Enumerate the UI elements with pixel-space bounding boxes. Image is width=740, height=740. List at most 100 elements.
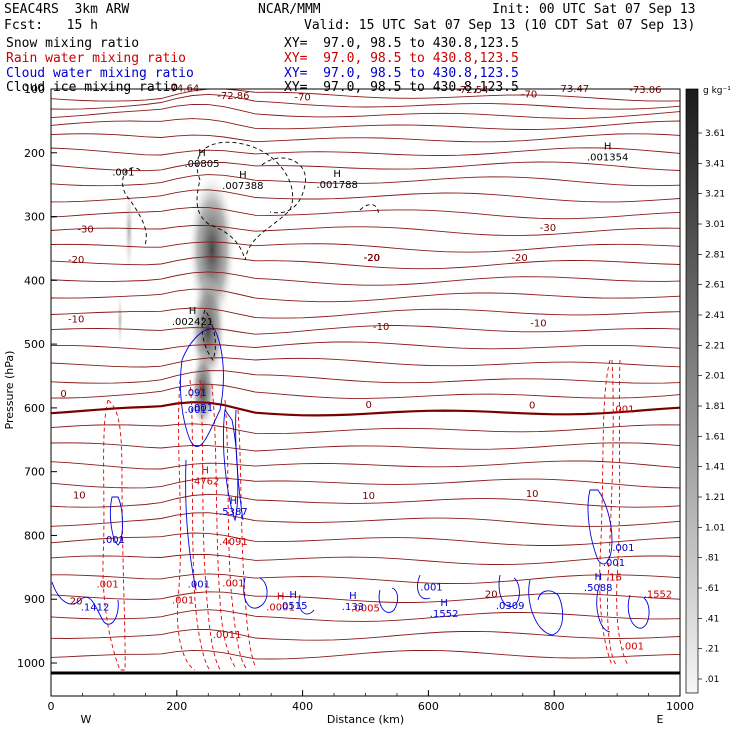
cloud-water-contour xyxy=(298,594,315,615)
isotherm-line xyxy=(51,271,680,286)
x-axis-label: Distance (km) xyxy=(327,713,404,726)
rain-contour xyxy=(199,379,223,673)
legend-ice-xy: XY= 97.0, 98.5 to 430.8,123.5 xyxy=(284,80,519,95)
cloud-water-max-marker: H xyxy=(230,496,238,507)
rain-value-label: .001 xyxy=(96,580,118,591)
rain-value-label: .0005 xyxy=(351,603,380,614)
rain-contour xyxy=(616,359,629,666)
isotherm-value-label: -72.86 xyxy=(217,91,249,102)
rain-max-marker: H xyxy=(277,592,285,603)
cloud-water-contour xyxy=(498,574,520,607)
snow-value-label: .001 xyxy=(112,168,134,179)
isotherm-line xyxy=(51,649,680,660)
cloud-water-value-label: .0515 xyxy=(279,601,308,612)
legend-snow-xy: XY= 97.0, 98.5 to 430.8,123.5 xyxy=(284,36,519,51)
cloud-water-contour xyxy=(528,579,564,636)
isotherm-value-label: -72.54 xyxy=(456,85,488,96)
isotherm-line xyxy=(51,591,680,603)
cloud-water-value-label: .001 xyxy=(103,535,125,546)
isotherm-value-label: -20 xyxy=(68,255,84,266)
rain-contour xyxy=(607,359,617,666)
isotherm-value-label: 10 xyxy=(526,489,539,500)
cloud-water-value-label: .133 xyxy=(342,602,364,613)
colorbar-tick-label: 3.21 xyxy=(705,190,725,200)
cloud-water-contour xyxy=(109,496,123,546)
cloud-water-contour xyxy=(596,589,611,633)
rain-contour xyxy=(599,359,613,666)
cloud-water-value-label: .001 xyxy=(188,580,210,591)
colorbar-tick-label: .01 xyxy=(705,675,719,685)
cloud-water-value-label: .001 xyxy=(612,543,634,554)
y-tick-label: 400 xyxy=(24,274,45,287)
y-axis-label: Pressure (hPa) xyxy=(3,351,16,430)
legend-rain-xy: XY= 97.0, 98.5 to 430.8,123.5 xyxy=(284,51,519,66)
isotherm-line xyxy=(51,532,680,546)
isotherm-line xyxy=(51,206,680,220)
legend-rain-label: Rain water mixing ratio xyxy=(6,51,187,66)
rain-value-label: .4762 xyxy=(191,476,220,487)
isotherm-value-label: 0 xyxy=(60,389,66,400)
rain-value-label: .001 xyxy=(172,596,194,607)
rain-value-label: .0011 xyxy=(213,630,242,641)
colorbar-tick-label: 1.01 xyxy=(705,523,725,533)
x-tick-label: 400 xyxy=(292,700,313,713)
colorbar-tick-label: 2.21 xyxy=(705,341,725,351)
isotherm-line xyxy=(51,341,680,350)
colorbar: 3.61 3.41 3.21 3.01 2.81 2.61 2.41 2.21 2.01 1.81… xyxy=(685,86,731,694)
isotherm-line xyxy=(51,307,680,319)
snow-value-label: .00805 xyxy=(184,159,219,170)
snow-value-label: .002421 xyxy=(172,317,213,328)
isotherm-value-label: 20 xyxy=(485,589,498,600)
snow-value-label: .007388 xyxy=(222,181,263,192)
rain-value-label: .001 xyxy=(222,578,244,589)
isotherm-value-label: -73.47 xyxy=(557,84,589,95)
isotherm-line xyxy=(51,174,680,187)
isotherm-value-label: -20 xyxy=(364,253,380,264)
cloud-water-value-label: .5088 xyxy=(584,583,613,594)
model-title: SEAC4RS 3km ARW xyxy=(4,2,130,17)
y-tick-label: 100 xyxy=(24,83,45,96)
y-tick-label: 600 xyxy=(24,402,45,415)
colorbar-tick-label: .81 xyxy=(705,554,719,564)
rain-value-label: .16 xyxy=(606,573,622,584)
legend-cloud-xy: XY= 97.0, 98.5 to 430.8,123.5 xyxy=(284,66,519,81)
x-tick-label: 200 xyxy=(166,700,187,713)
y-tick-label: 1000 xyxy=(17,657,45,670)
snow-max-marker: H xyxy=(333,169,341,180)
isotherm-value-label: 20 xyxy=(70,596,83,607)
isotherm-line xyxy=(51,89,680,102)
temperature-contours xyxy=(51,89,680,660)
isotherm-line xyxy=(51,573,680,585)
isotherm-line xyxy=(51,629,680,641)
isotherm-value-label: -10 xyxy=(530,318,546,329)
init-time: Init: 00 UTC Sat 07 Sep 13 xyxy=(492,2,696,17)
colorbar-tick-label: 2.61 xyxy=(705,281,725,291)
isotherm-line xyxy=(51,442,680,452)
axes: 0 200 400 600 800 100010020030040050060070080… xyxy=(3,83,694,726)
isotherm-value-label: -10 xyxy=(68,314,84,325)
y-tick-label: 700 xyxy=(24,466,45,479)
cloud-water-contour xyxy=(185,459,197,591)
snow-contour xyxy=(196,141,294,261)
cloud-water-contour xyxy=(235,409,244,521)
isotherm-line xyxy=(51,493,680,508)
cloud-water-contour xyxy=(627,594,650,629)
x-tick-label: 600 xyxy=(418,700,439,713)
center-name: NCAR/MMM xyxy=(258,2,321,17)
cloud-water-contour xyxy=(223,408,239,522)
west-label: W xyxy=(81,713,92,726)
isotherm-value-label: -70 xyxy=(521,89,537,100)
cloud-water-value-label: .0309 xyxy=(496,601,525,612)
isotherm-line xyxy=(51,161,680,172)
cloud-water-value-label: .001 xyxy=(185,405,207,416)
colorbar-unit: g kg⁻¹ xyxy=(703,86,731,96)
rain-value-label: .1552 xyxy=(644,589,673,600)
rain-contour xyxy=(177,379,196,671)
isotherm-value-label: 10 xyxy=(73,490,86,501)
isotherm-line xyxy=(51,357,680,368)
y-tick-label: 200 xyxy=(24,147,45,160)
colorbar-tick-label: 2.81 xyxy=(705,250,725,260)
isotherm-line xyxy=(51,370,680,384)
isotherm-value-label: -20 xyxy=(364,253,380,264)
